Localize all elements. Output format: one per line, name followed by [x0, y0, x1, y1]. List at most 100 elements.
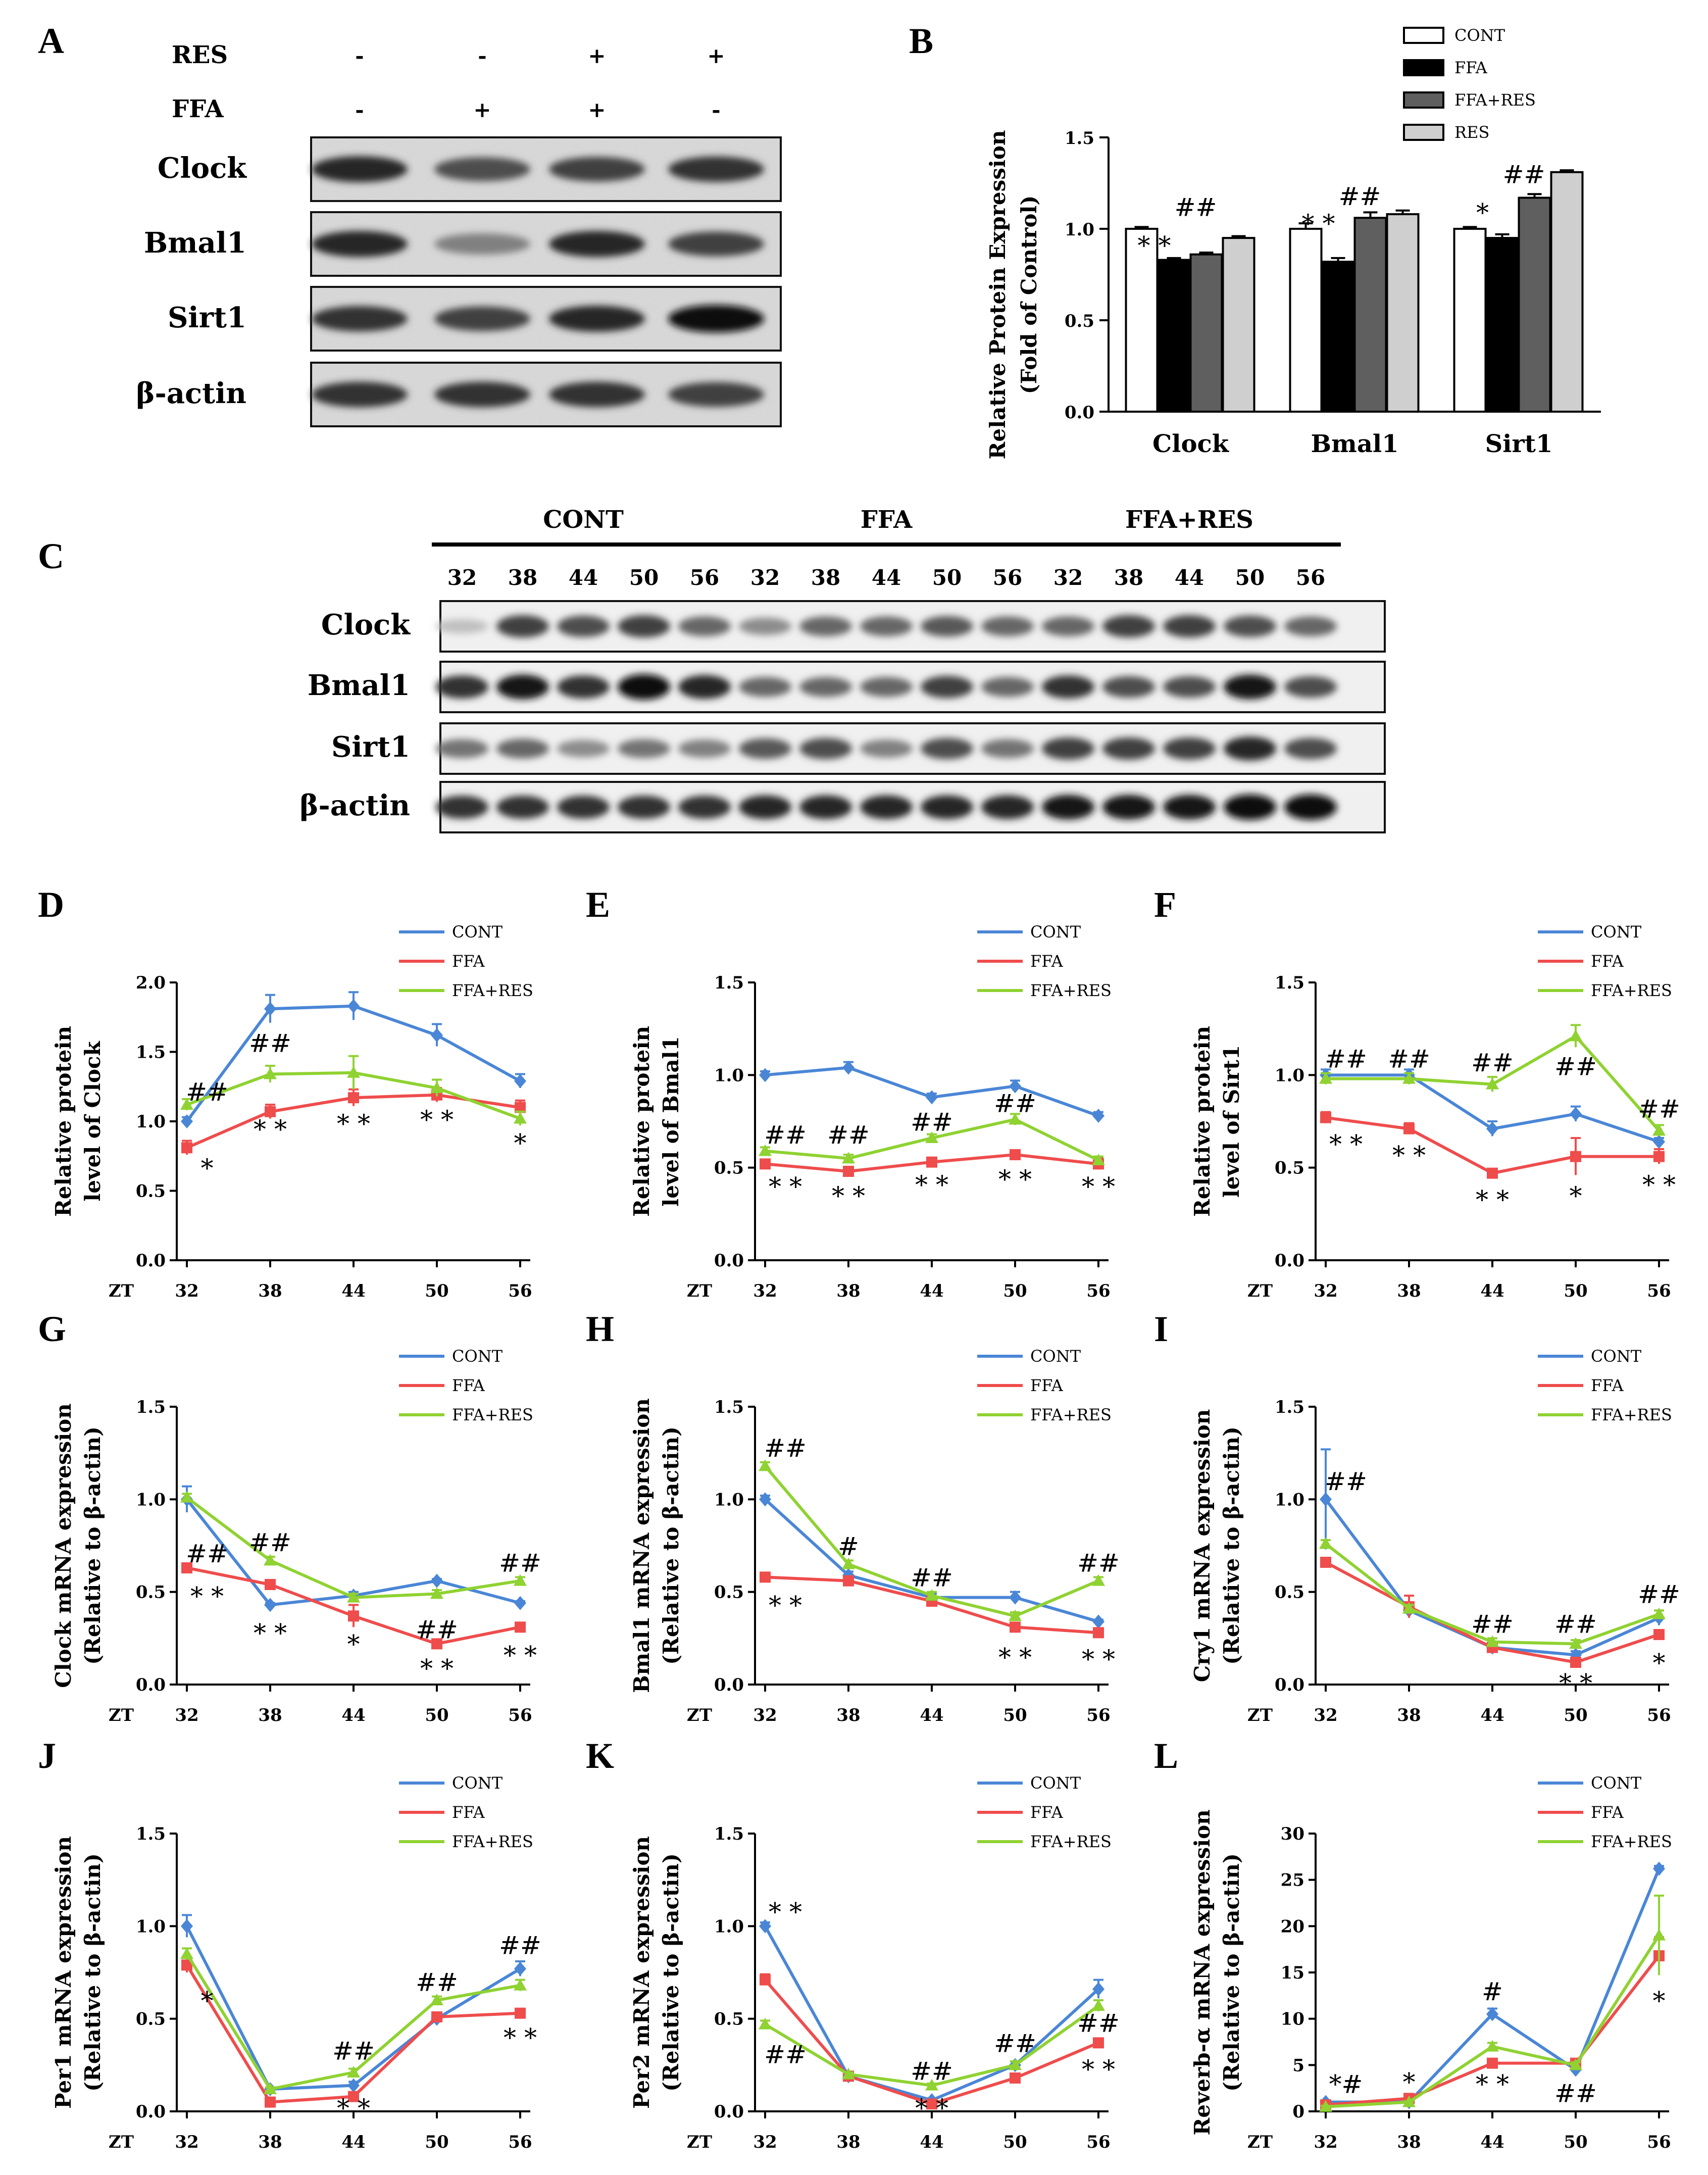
- data-point-ffa: [348, 2091, 359, 2102]
- data-point-ffa: [843, 1575, 854, 1587]
- blot-a-band: [668, 231, 764, 257]
- x-tick-label: 44: [1480, 2132, 1504, 2152]
- blot-c-band: [678, 616, 731, 636]
- x-tick-label: 32: [175, 1705, 198, 1725]
- data-point-cont: [1320, 1492, 1332, 1507]
- data-point-ffa: [1093, 2037, 1104, 2049]
- y-axis-label: level of Clock: [80, 1041, 105, 1202]
- legend-label-ffa: FFA: [1030, 1803, 1064, 1822]
- legend-label-cont: CONT: [1030, 1773, 1081, 1793]
- chart-e: E 0.0 0.5 1.0 1.5 ZT 32 38 44 50 56 Relative protei…: [586, 884, 1115, 1301]
- blot-c-band: [739, 795, 791, 819]
- significance-mark: * *: [915, 2094, 948, 2123]
- blot-a-band: [549, 231, 645, 257]
- sign-ffa-lane-4: -: [712, 97, 720, 122]
- significance-mark: ##: [1638, 1580, 1680, 1609]
- x-axis-prefix: ZT: [1247, 2132, 1273, 2152]
- data-point-ffa: [1010, 2072, 1021, 2084]
- significance-mark: ##: [994, 2029, 1036, 2058]
- x-axis-prefix: ZT: [1247, 1705, 1273, 1725]
- panel-a: A RES FFA - - + + - + + - Clock Bmal1 Sirt1 β-acti…: [38, 21, 782, 427]
- blot-c-band: [1224, 674, 1276, 700]
- legend-label-cont: CONT: [1591, 922, 1642, 942]
- legend-label-ffa-res: FFA+RES: [1591, 1832, 1672, 1851]
- x-tick-label: 44: [1480, 1705, 1504, 1725]
- blot-a-band: [312, 156, 408, 182]
- significance-mark: ##: [764, 1433, 807, 1463]
- y-tick-label: 0.0: [714, 1251, 744, 1271]
- legend-label-ffa: FFA: [1454, 58, 1488, 77]
- data-point-ffa-res: [842, 1152, 855, 1164]
- chart-l: L 0 5 10 15 20 25 30 ZT 32 38 44 50 56 Reverb-α mRNA e…: [1154, 1736, 1672, 2152]
- data-point-cont: [347, 2078, 360, 2093]
- data-point-ffa: [265, 1106, 276, 1117]
- data-point-ffa-res: [180, 1947, 193, 1959]
- significance-mark: * *: [769, 1172, 802, 1202]
- significance-mark: * *: [1329, 1129, 1363, 1159]
- x-tick-label: 56: [1086, 1281, 1110, 1301]
- data-point-ffa: [515, 1621, 526, 1633]
- significance-mark: * *: [337, 1109, 370, 1139]
- y-tick-label: 1.5: [1275, 1397, 1304, 1417]
- data-point-cont: [759, 1492, 771, 1507]
- x-tick-label: 56: [1647, 2132, 1671, 2152]
- y-tick-label: 0.0: [714, 2102, 744, 2122]
- data-point-cont: [1653, 1134, 1665, 1149]
- data-point-ffa: [1653, 1151, 1665, 1162]
- sign-res-lane-4: +: [707, 43, 725, 68]
- data-point-ffa: [926, 2098, 937, 2110]
- significance-mark: ##: [764, 2040, 807, 2069]
- bar-ffa-res-clock: [1189, 253, 1223, 413]
- significance-mark: * *: [254, 1115, 287, 1144]
- y-tick-label: 0.5: [1065, 311, 1094, 331]
- y-tick-label: 0.5: [714, 2009, 744, 2030]
- blot-c-band: [436, 739, 488, 758]
- data-point-ffa: [1653, 1629, 1665, 1640]
- blot-c-band: [1284, 737, 1337, 760]
- blot-c-group-ffa-res: FFA+RES: [1125, 506, 1253, 534]
- blot-a-band: [434, 381, 530, 408]
- blot-c-group-ffa: FFA: [861, 506, 913, 534]
- data-point-ffa: [431, 1638, 442, 1650]
- data-point-cont: [431, 1028, 443, 1043]
- data-point-ffa-res: [759, 1459, 772, 1471]
- data-point-ffa-res: [1652, 1124, 1666, 1136]
- blot-c-band: [1042, 675, 1094, 699]
- data-point-ffa-res: [514, 1979, 527, 1991]
- significance-mark: ##: [1077, 2008, 1120, 2038]
- panel-label-c: C: [38, 536, 64, 576]
- blot-c-label-sirt1: Sirt1: [331, 730, 410, 764]
- significance-mark: *: [201, 1986, 214, 2015]
- significance-mark: * *: [769, 1591, 802, 1620]
- data-point-ffa: [348, 1092, 359, 1104]
- blot-c-band: [618, 674, 670, 700]
- blot-c-band: [678, 739, 731, 758]
- significance-mark: * *: [1559, 1669, 1592, 1698]
- x-tick-label: 32: [1314, 1281, 1337, 1301]
- significance-mark: ##: [827, 1120, 870, 1150]
- blot-c-lane-15: 56: [1296, 565, 1325, 590]
- blot-c-band: [1042, 737, 1094, 760]
- significance-mark: ##: [1554, 2079, 1597, 2108]
- x-tick-label: 32: [753, 1281, 777, 1301]
- significance-mark: * *: [254, 1619, 287, 1648]
- blot-c-band: [1224, 736, 1276, 761]
- panel-label-e: E: [586, 884, 610, 925]
- significance-mark: ##: [499, 1548, 541, 1577]
- blot-c-band: [860, 677, 913, 697]
- data-point-ffa-res: [430, 1081, 443, 1093]
- x-tick-label: 56: [508, 2132, 532, 2152]
- significance-mark: *: [514, 1129, 527, 1158]
- blot-c-lane-5: 56: [690, 565, 719, 590]
- y-axis-label: Clock mRNA expression: [51, 1403, 76, 1688]
- x-tick-label: 44: [920, 1705, 943, 1725]
- blot-c-lane-1: 32: [447, 565, 477, 590]
- x-tick-label: 32: [753, 2132, 777, 2152]
- data-point-cont: [759, 1919, 771, 1934]
- x-axis-prefix: ZT: [687, 1705, 712, 1725]
- sign-res-lane-2: -: [478, 43, 486, 68]
- panel-label-d: D: [38, 884, 64, 925]
- y-axis-label: (Relative to β-actin): [659, 1853, 683, 2092]
- blot-c-band: [981, 795, 1034, 819]
- blot-c-label-bmal1: Bmal1: [308, 669, 410, 702]
